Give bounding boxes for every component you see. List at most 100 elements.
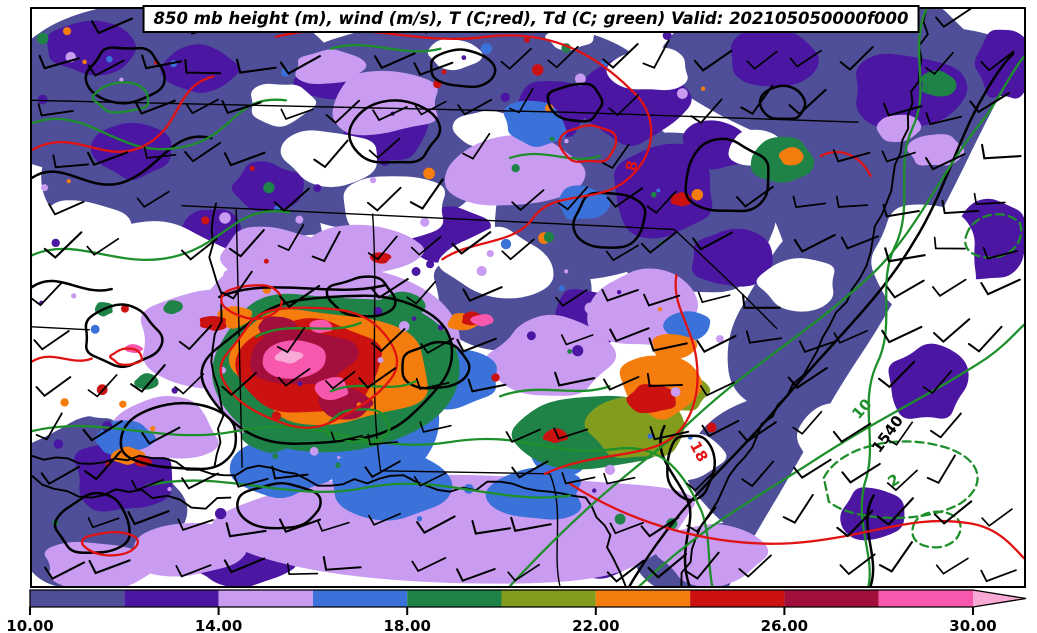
wind-barb [696, 334, 737, 354]
filled-region-c22 [778, 147, 804, 166]
wind-barb [935, 9, 972, 28]
speckle [526, 331, 536, 341]
wind-barb [462, 286, 503, 302]
speckle [41, 184, 49, 192]
wind-barb [980, 50, 1015, 72]
filled-region-c14 [484, 314, 617, 396]
speckle [106, 55, 113, 63]
wind-barb [793, 458, 832, 479]
speckle [53, 439, 64, 449]
filled-region-c22 [652, 334, 698, 361]
wind-barb [415, 377, 450, 390]
speckle [135, 130, 145, 140]
wind-barb [136, 190, 170, 208]
speckle [531, 64, 544, 76]
wind-barb [413, 472, 447, 487]
speckle [60, 398, 69, 407]
wind-barb [836, 509, 874, 538]
wind-barb [649, 426, 690, 441]
speckle [614, 513, 626, 525]
speckle [167, 486, 172, 492]
wind-barb [738, 554, 772, 578]
wind-barb [184, 141, 222, 163]
wind-barb [609, 521, 644, 535]
speckle [295, 215, 304, 224]
wind-barb [82, 420, 123, 442]
filled-region-c14 [907, 134, 965, 166]
wind-barb [180, 237, 218, 261]
speckle [564, 138, 569, 144]
wind-barb [130, 364, 166, 393]
ocean-region [729, 63, 1024, 586]
colorbar: 10.00 14.00 18.00 22.00 26.00 30.00 [6, 589, 1027, 633]
wind-barb [882, 102, 923, 117]
wind-barb [980, 569, 1017, 583]
wind-barb [44, 561, 86, 581]
colorbar-segment [124, 590, 219, 607]
wind-barb [886, 421, 914, 446]
closed-contour [236, 481, 322, 530]
wind-barb [981, 508, 1013, 527]
speckle [335, 462, 341, 468]
speckle [420, 217, 430, 227]
speckle [119, 77, 124, 82]
wind-barb [511, 460, 549, 479]
filled-region-white [438, 226, 554, 299]
wind-barb [878, 360, 916, 389]
wind-barb [699, 381, 735, 397]
wind-barb [368, 137, 401, 159]
wind-barb [416, 515, 456, 534]
wind-barb [735, 185, 774, 208]
wind-barb [553, 427, 589, 440]
wind-barb [787, 366, 828, 390]
wind-barb [602, 43, 639, 69]
wind-barb [35, 412, 63, 441]
wind-barb [175, 564, 212, 578]
wind-barb [642, 39, 670, 69]
wind-barb [52, 154, 90, 169]
speckle [263, 258, 269, 264]
wind-barb [501, 238, 535, 261]
wind-barb [788, 88, 827, 116]
filled-region-c12 [730, 29, 819, 87]
temperature-contour-layer [32, 28, 1024, 560]
speckle [670, 387, 681, 397]
closed-contour [53, 491, 131, 554]
wind-barb [372, 106, 408, 122]
speckle [281, 68, 290, 77]
speckle [416, 515, 423, 522]
wind-barb [685, 551, 720, 580]
wind-barb [881, 325, 923, 344]
wind-barb [884, 247, 926, 263]
wind-barb [462, 132, 491, 160]
colorbar-tick-label: 14.00 [195, 617, 242, 633]
wind-barb [693, 49, 733, 72]
wind-barb [330, 431, 363, 443]
speckle [219, 212, 231, 224]
wind-barb [967, 325, 1003, 353]
closed-contour [108, 347, 144, 366]
wind-barb [547, 45, 579, 69]
speckle [476, 265, 487, 277]
colorbar-segment [407, 590, 502, 607]
contour-label-temp-8: 8 [622, 159, 642, 173]
wind-barb [43, 231, 83, 259]
wind-barb [840, 235, 880, 250]
wind-barb [839, 46, 874, 71]
wind-barb [456, 337, 497, 353]
colorbar-segment [878, 590, 973, 607]
wind-barb [279, 284, 321, 309]
wind-barb [745, 330, 783, 344]
wind-barb [277, 368, 311, 387]
speckle [549, 136, 555, 142]
speckle [691, 188, 704, 201]
coastline-layer [32, 9, 929, 586]
wind-barb [922, 370, 953, 395]
filled-region-c14 [44, 541, 160, 586]
filled-region-white [606, 47, 688, 91]
filled-region-c22 [217, 306, 253, 329]
wind-barb [648, 337, 688, 352]
wind-barb [555, 289, 588, 307]
speckle [411, 267, 421, 276]
